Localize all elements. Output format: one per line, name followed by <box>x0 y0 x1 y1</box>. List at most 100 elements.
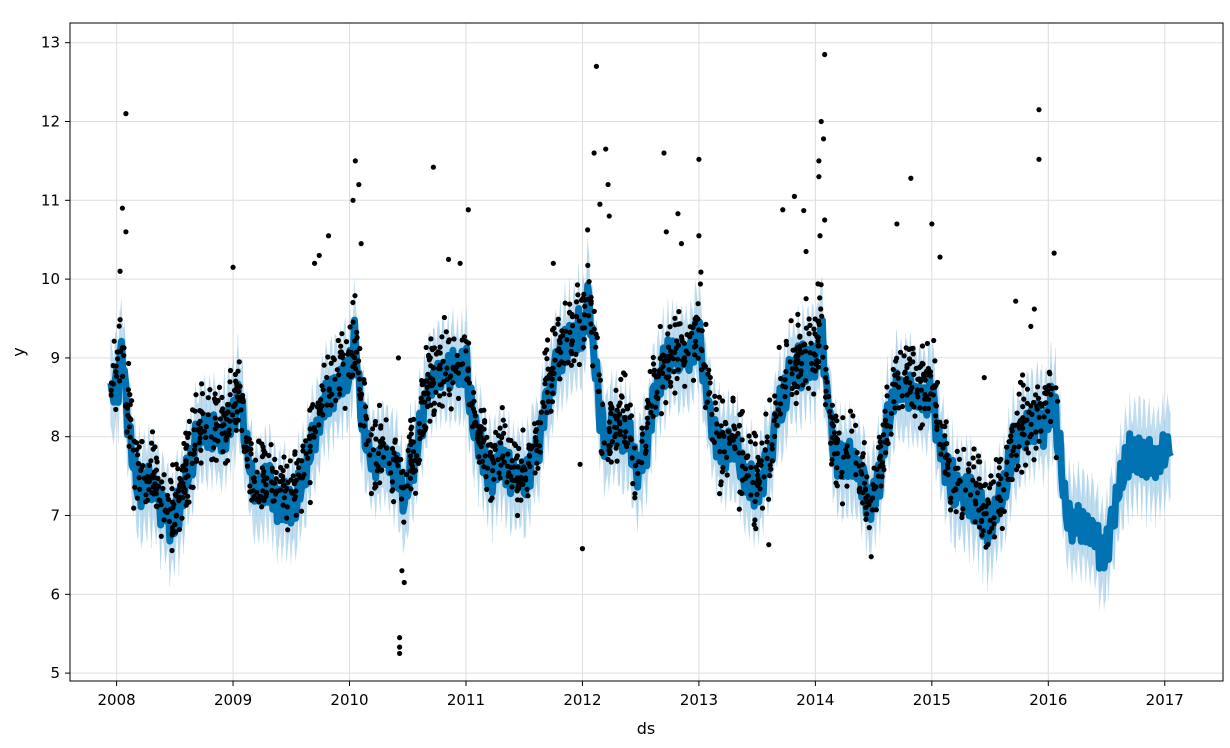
observed-point <box>897 349 904 355</box>
observed-point <box>135 460 141 467</box>
observed-point <box>902 376 909 382</box>
observed-point <box>549 366 555 372</box>
observed-point <box>736 506 742 512</box>
observed-point <box>769 442 775 448</box>
observed-point <box>336 372 342 378</box>
observed-point <box>674 375 680 382</box>
observed-point <box>291 481 297 487</box>
observed-point <box>753 480 759 486</box>
observed-point <box>431 400 437 406</box>
observed-point <box>321 362 327 368</box>
observed-point <box>427 418 433 424</box>
observed-point <box>568 362 575 368</box>
yhat-line <box>107 281 1174 572</box>
observed-point <box>772 411 778 417</box>
observed-point <box>593 63 600 69</box>
observed-point <box>238 394 244 400</box>
observed-point <box>644 415 650 421</box>
observed-point <box>955 465 961 471</box>
observed-point <box>806 331 812 337</box>
observed-point <box>498 462 504 468</box>
observed-point <box>555 321 561 327</box>
observed-point <box>806 316 812 322</box>
observed-point <box>726 440 733 446</box>
observed-point <box>114 373 120 379</box>
observed-point <box>605 456 611 462</box>
observed-point <box>332 376 338 382</box>
observed-point <box>317 406 323 412</box>
observed-point <box>398 484 404 490</box>
observed-point <box>676 309 682 315</box>
observed-point <box>591 308 597 314</box>
observed-point <box>1055 398 1061 404</box>
observed-point <box>1021 396 1027 402</box>
observed-point <box>117 268 123 274</box>
observed-point <box>489 454 495 460</box>
observed-point <box>672 315 678 321</box>
observed-point <box>789 385 795 391</box>
observed-point <box>207 387 213 393</box>
observed-point <box>310 402 316 408</box>
observed-point <box>690 377 697 383</box>
observed-point <box>526 452 532 459</box>
observed-point <box>311 434 317 440</box>
observed-point <box>614 407 620 413</box>
observed-point <box>515 484 521 491</box>
observed-point <box>409 463 415 469</box>
observed-point <box>789 371 795 377</box>
observed-point <box>502 423 508 429</box>
observed-point <box>944 440 950 447</box>
observed-point <box>482 418 488 424</box>
observed-point <box>431 411 437 417</box>
observed-point <box>197 435 203 441</box>
observed-point <box>436 402 442 408</box>
observed-point <box>862 487 869 493</box>
observed-point <box>421 429 427 435</box>
observed-point <box>661 150 667 156</box>
observed-point <box>350 319 356 325</box>
observed-point <box>311 260 318 266</box>
observed-point <box>263 491 269 497</box>
observed-point <box>661 358 667 364</box>
observed-point <box>121 345 127 351</box>
observed-point <box>116 323 122 329</box>
observed-point <box>574 299 580 305</box>
observed-point <box>888 431 894 437</box>
observed-point <box>977 459 983 465</box>
observed-point <box>884 422 891 429</box>
observed-point <box>379 467 385 473</box>
observed-point <box>1031 457 1037 463</box>
observed-point <box>596 372 602 378</box>
observed-point <box>196 420 202 427</box>
observed-point <box>863 511 870 517</box>
observed-point <box>127 402 133 408</box>
observed-point <box>376 402 383 408</box>
observed-point <box>574 282 581 288</box>
y-tick-label: 8 <box>50 428 60 446</box>
observed-point <box>126 424 133 430</box>
observed-point <box>794 390 800 396</box>
observed-point <box>410 469 416 475</box>
observed-point <box>768 466 774 472</box>
observed-point <box>660 384 666 390</box>
observed-point <box>249 497 255 503</box>
observed-point <box>755 454 761 460</box>
y-tick-label: 6 <box>50 585 60 603</box>
observed-point <box>624 443 630 450</box>
observed-point <box>828 440 834 446</box>
observed-point <box>696 156 702 162</box>
observed-point <box>484 486 490 492</box>
observed-point <box>730 437 736 443</box>
observed-point <box>545 366 551 372</box>
observed-point <box>219 394 225 400</box>
observed-point <box>480 439 486 445</box>
observed-point <box>454 352 460 359</box>
observed-point <box>606 447 612 453</box>
observed-point <box>609 439 616 445</box>
observed-point <box>834 418 840 424</box>
observed-point <box>643 425 650 431</box>
observed-point <box>474 435 481 441</box>
observed-point <box>464 376 470 383</box>
observed-point <box>273 476 279 482</box>
observed-point <box>545 337 551 343</box>
